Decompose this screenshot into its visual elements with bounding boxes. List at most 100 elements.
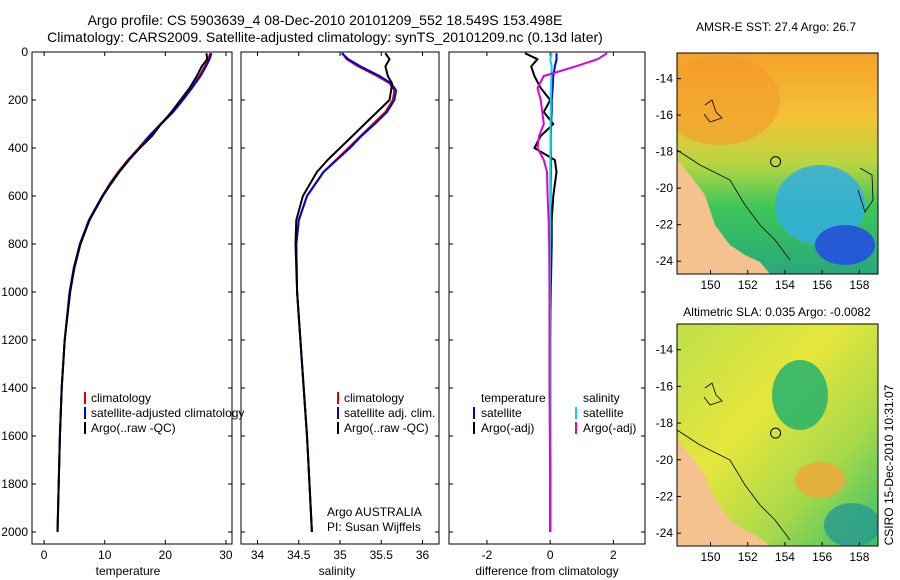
depth-tick-label: 2000 [1,525,28,539]
map-x-tick-label: 150 [700,278,720,292]
sla-map-frame [676,323,879,547]
sst-map-axes: 150 152 154 156 158 -14 -16 -18 -20 -22 -24 [656,72,870,292]
legend-label-temp-argo: Argo(-adj) [481,421,534,435]
argo-position-marker [770,427,782,439]
x-tick-label: -2 [482,548,493,562]
map-y-tick-label: -16 [656,108,674,122]
x-tick-label: 35.5 [370,548,394,562]
legend-label-sal-argo: Argo(-adj) [583,421,636,435]
x-tick-label: 30 [219,548,233,562]
depth-tick-label: 1400 [1,381,28,395]
depth-tick-label: 1600 [1,429,28,443]
x-tick-label: 34.5 [287,548,311,562]
map-y-tick-label: -14 [656,343,674,357]
x-tick-label: 0 [41,548,48,562]
sst-warm-patch [677,55,780,145]
x-tick-label: 36 [416,548,430,562]
series-line-temperature-argo-adj- [524,52,558,532]
sst-map [677,53,878,274]
legend-label-satellite-adjusted: satellite-adjusted climatology [91,406,244,420]
map-y-tick-label: -16 [656,379,674,393]
reef-outline [703,99,723,123]
map-x-tick-label: 152 [738,278,758,292]
series-line-climatology [295,52,396,533]
temperature-series [56,52,213,533]
map-x-tick-label: 156 [812,550,832,564]
map-x-tick-label: 154 [775,278,795,292]
figure-title-line2: Climatology: CARS2009. Satellite-adjuste… [47,29,603,45]
land-australia [677,440,770,546]
salinity-series [294,52,398,533]
figure-title-line1: Argo profile: CS 5903639_4 08-Dec-2010 2… [87,12,563,28]
depth-tick-label: 200 [8,93,28,107]
salinity-axis-label: salinity [319,564,356,578]
legend-label-satellite-adj: satellite adj. clim. [344,406,435,420]
legend-label-temp-satellite: satellite [481,406,522,420]
sla-map-axes: 150 152 154 156 158 -14 -16 -18 -20 -22 -24 [656,343,870,564]
sla-high-patch [795,462,845,498]
map-y-tick-label: -24 [656,254,674,268]
legend-label-climatology: climatology [91,391,151,405]
reef-outline [703,382,723,406]
map-x-tick-label: 154 [775,550,795,564]
salinity-x-axis: 34 34.5 35 35.5 36 [251,52,430,562]
series-line-climatology [56,52,212,533]
series-line-argo-raw-qc- [56,53,209,533]
land-australia [677,160,770,274]
map-y-tick-label: -20 [656,181,674,195]
legend-heading-temperature: temperature [481,391,546,405]
x-tick-label: 20 [159,548,173,562]
x-tick-label: 10 [98,548,112,562]
legend-label-sal-satellite: satellite [583,406,624,420]
map-x-tick-label: 156 [812,278,832,292]
series-line-argo-raw-qc- [294,52,393,533]
argo-position-marker [770,156,782,168]
depth-tick-label: 600 [8,189,28,203]
temperature-axis-label: temperature [96,564,161,578]
depth-tick-label: 1000 [1,285,28,299]
coastline-shelf [677,149,791,261]
x-tick-label: 35 [333,548,347,562]
salinity-legend: climatology satellite adj. clim. Argo(..… [337,391,435,435]
salinity-panel-frame [240,51,440,545]
temperature-legend: climatology satellite-adjusted climatolo… [84,391,244,435]
map-x-tick-label: 152 [738,550,758,564]
timestamp-stamp: CSIRO 15-Dec-2010 10:31:07 [882,384,896,545]
x-tick-label: 2 [610,548,617,562]
difference-panel-frame [448,51,646,545]
difference-series [524,52,608,532]
depth-tick-label: 1800 [1,477,28,491]
map-y-tick-label: -18 [656,416,674,430]
depth-axis: 0 200 400 600 800 1000 1200 1400 1600 1800 2000 [1,45,645,539]
map-x-tick-label: 158 [849,550,869,564]
series-line-satellite-adjusted-climatology [56,52,213,533]
sst-map-frame [676,52,879,275]
difference-axis-label: difference from climatology [475,564,618,578]
map-y-tick-label: -22 [656,218,674,232]
pi-annotation: PI: Susan Wijffels [327,520,421,534]
legend-label-climatology: climatology [344,391,404,405]
temperature-panel-frame [31,51,233,545]
map-y-tick-label: -22 [656,489,674,503]
depth-tick-label: 1200 [1,333,28,347]
map-y-tick-label: -18 [656,145,674,159]
map-x-tick-label: 150 [700,550,720,564]
map-y-tick-label: -24 [656,526,674,540]
legend-label-argo: Argo(..raw -QC) [91,421,176,435]
x-tick-label: 34 [251,548,265,562]
sla-map-title: Altimetric SLA: 0.035 Argo: -0.0082 [683,305,871,319]
float-owner-annotation: Argo AUSTRALIA [327,505,422,519]
sla-low-patch [824,503,878,546]
depth-tick-label: 800 [8,237,28,251]
sla-map [677,324,878,546]
map-x-tick-label: 158 [849,278,869,292]
series-line-salinity-argo-adj- [536,52,608,532]
reef-outline [857,167,874,213]
map-y-tick-label: -14 [656,72,674,86]
map-y-tick-label: -20 [656,453,674,467]
temperature-x-axis: 0 10 20 30 [41,52,233,562]
depth-tick-label: 400 [8,141,28,155]
sst-cool-patch [775,165,865,245]
sst-map-title: AMSR-E SST: 27.4 Argo: 26.7 [696,20,856,34]
